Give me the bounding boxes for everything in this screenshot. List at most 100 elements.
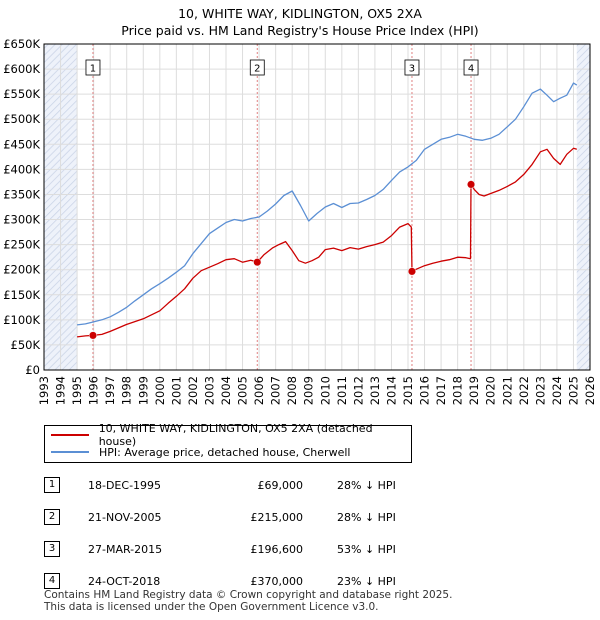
x-tick-label: 2005 [236, 376, 250, 405]
sale-marker-lines: 1 2 3 4 [85, 44, 479, 370]
sale-date: 18-DEC-1995 [88, 478, 162, 492]
table-row: 1 18-DEC-1995 £69,000 28% ↓ HPI [40, 469, 447, 501]
x-axis-tick-labels: 1993 1994 1995 1996 1997 1998 1999 2000 2001 2002… [37, 376, 597, 405]
x-tick-label: 2000 [153, 376, 167, 405]
y-tick-label: £300K [3, 213, 40, 227]
x-tick-label: 2014 [384, 376, 398, 405]
sale-marker-box-label: 3 [409, 64, 415, 75]
x-tick-label: 2016 [418, 376, 432, 405]
sale-date: 24-OCT-2018 [88, 574, 161, 588]
legend-label-property: 10, WHITE WAY, KIDLINGTON, OX5 2XA (deta… [98, 422, 373, 448]
y-tick-label: £450K [3, 137, 40, 151]
y-tick-label: £0 [25, 363, 40, 377]
sale-point [466, 180, 476, 189]
y-tick-label: £100K [3, 313, 40, 327]
x-tick-label: 2026 [583, 376, 597, 405]
sale-marker-box [463, 59, 479, 76]
x-tick-label: 2008 [285, 376, 299, 405]
sale-point [88, 331, 98, 340]
sale-marker-box [249, 59, 265, 76]
x-tick-label: 2001 [169, 376, 183, 405]
x-tick-label: 2002 [186, 376, 200, 405]
legend-label-hpi: HPI: Average price, detached house, Cher… [99, 445, 351, 459]
sale-marker-box [404, 59, 420, 76]
chart-title: 10, WHITE WAY, KIDLINGTON, OX5 2XA [178, 6, 422, 21]
sale-number-badge: 3 [44, 541, 60, 557]
sale-price: £196,600 [250, 542, 304, 556]
sale-point [253, 258, 262, 267]
hatched-region-right [576, 44, 590, 370]
property-price-line [77, 147, 577, 338]
table-row: 4 24-OCT-2018 £370,000 23% ↓ HPI [40, 565, 447, 597]
x-tick-label: 1993 [37, 376, 51, 405]
x-tick-label: 2017 [434, 376, 448, 405]
legend: 10, WHITE WAY, KIDLINGTON, OX5 2XA (deta… [44, 422, 412, 463]
legend-swatch-hpi [51, 451, 89, 453]
x-tick-label: 2018 [451, 376, 465, 405]
footer: Contains HM Land Registry data © Crown c… [44, 589, 452, 613]
y-tick-label: £200K [3, 263, 40, 277]
plot-border [43, 43, 591, 371]
sale-number-badge: 2 [44, 509, 60, 525]
sales-table: 1 18-DEC-1995 £69,000 28% ↓ HPI 2 21-NOV… [40, 469, 447, 597]
x-tick-label: 1995 [70, 376, 84, 405]
sale-point [407, 267, 417, 276]
x-tick-label: 2006 [252, 376, 266, 405]
x-tick-label: 2022 [517, 376, 531, 405]
sale-price: £370,000 [250, 574, 304, 588]
y-tick-label: £650K [3, 37, 40, 51]
sale-date: 21-NOV-2005 [88, 510, 162, 524]
x-tick-label: 2021 [500, 376, 514, 405]
sale-number-badge: 1 [44, 477, 60, 493]
x-tick-label: 1998 [120, 376, 134, 405]
x-tick-label: 1999 [136, 376, 150, 405]
sale-hpi-diff: 28% ↓ HPI [337, 510, 396, 524]
table-row: 2 21-NOV-2005 £215,000 28% ↓ HPI [40, 501, 447, 533]
plot-area [44, 44, 590, 370]
x-tick-label: 2020 [484, 376, 498, 405]
x-tick-label: 2004 [219, 376, 233, 405]
chart-subtitle: Price paid vs. HM Land Registry's House … [121, 23, 479, 38]
y-tick-label: £550K [3, 87, 40, 101]
x-tick-label: 1997 [103, 376, 117, 405]
sale-number-badge: 4 [44, 573, 60, 589]
x-tick-label: 2011 [335, 376, 349, 405]
y-tick-label: £50K [11, 338, 41, 352]
price-chart: £0 £50K £100K £150K £200K £250K £300K £350K £400… [3, 37, 597, 405]
y-tick-label: £350K [3, 187, 40, 201]
sale-marker-box-label: 1 [90, 64, 96, 75]
y-tick-label: £250K [3, 238, 40, 252]
x-tick-label: 2013 [368, 376, 382, 405]
sale-hpi-diff: 53% ↓ HPI [337, 542, 396, 556]
y-tick-label: £150K [3, 288, 40, 302]
sale-hpi-diff: 28% ↓ HPI [337, 478, 396, 492]
sale-marker-box-label: 2 [254, 64, 260, 75]
table-row: 3 27-MAR-2015 £196,600 53% ↓ HPI [40, 533, 447, 565]
footer-copyright: Contains HM Land Registry data © Crown c… [44, 589, 453, 601]
series-lines [77, 82, 578, 338]
sale-marker-box [85, 59, 101, 76]
x-tick-label: 2019 [467, 376, 481, 405]
x-tick-label: 2003 [202, 376, 216, 405]
x-tick-label: 2009 [302, 376, 316, 405]
y-tick-label: £500K [3, 112, 40, 126]
x-tick-label: 1994 [54, 376, 68, 405]
hpi-line [77, 82, 578, 326]
x-tick-label: 2012 [351, 376, 365, 405]
x-tick-label: 2023 [533, 376, 547, 405]
sale-date: 27-MAR-2015 [88, 542, 163, 556]
x-tick-label: 2007 [269, 376, 283, 405]
sale-markers [88, 180, 476, 340]
sale-marker-box-label: 4 [468, 64, 474, 75]
sale-price: £69,000 [257, 478, 304, 492]
footer-license: This data is licensed under the Open Gov… [44, 601, 379, 613]
legend-swatch-property [51, 434, 89, 436]
y-tick-label: £400K [3, 162, 40, 176]
legend-item-property: 10, WHITE WAY, KIDLINGTON, OX5 2XA (deta… [51, 422, 411, 448]
sale-hpi-diff: 23% ↓ HPI [337, 574, 396, 588]
x-tick-label: 2025 [566, 376, 580, 405]
sale-price: £215,000 [250, 510, 304, 524]
y-axis-tick-labels: £0 £50K £100K £150K £200K £250K £300K £350K £400… [3, 37, 40, 377]
x-tick-label: 1996 [87, 376, 101, 405]
x-tick-label: 2015 [401, 376, 415, 405]
